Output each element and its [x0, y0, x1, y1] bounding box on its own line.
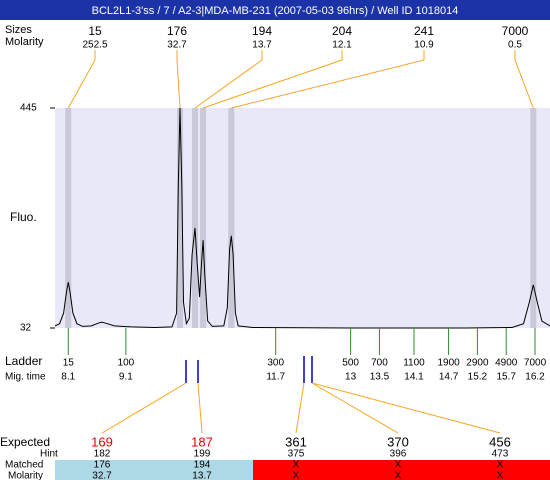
matched: 194: [194, 460, 211, 471]
matched: 176: [94, 460, 111, 471]
peak-band: [192, 108, 199, 328]
matched-molarity: X: [497, 471, 504, 480]
hint: 375: [288, 449, 305, 460]
peak-connector: [67, 50, 96, 109]
expected-size: 370: [387, 434, 409, 449]
ladder-time: 15.7: [496, 372, 516, 383]
peak-connector: [176, 50, 181, 109]
ladder-time: 16.2: [525, 372, 545, 383]
matched-molarity: 13.7: [192, 471, 212, 480]
matched-molarity: X: [395, 471, 402, 480]
ladder-size: 300: [267, 358, 284, 369]
ladder-time: 14.1: [404, 372, 424, 383]
peak-molarity: 13.7: [252, 40, 272, 51]
ladder-time: 8.1: [61, 372, 75, 383]
peak-size: 241: [414, 24, 434, 38]
matched: X: [293, 460, 300, 471]
top-label: Sizes: [5, 24, 32, 36]
plot-area: [55, 108, 550, 328]
ladder-label: Ladder: [5, 354, 42, 368]
peak-connector: [231, 50, 425, 109]
ladder-time: 13.5: [370, 372, 390, 383]
unmatched-band: [253, 460, 550, 480]
peak-molarity: 252.5: [82, 40, 107, 51]
matched-molarity: X: [293, 471, 300, 480]
ladder-time-label: Mig. time: [5, 372, 46, 383]
title-bar: [0, 0, 550, 20]
matched-band: [55, 460, 253, 480]
ladder-size: 7000: [524, 358, 547, 369]
peak-band: [200, 108, 207, 328]
peak-band: [530, 108, 537, 328]
peak-connector: [202, 50, 343, 109]
ladder-size: 100: [118, 358, 135, 369]
ladder-size: 4900: [495, 358, 518, 369]
peak-molarity: 0.5: [508, 40, 522, 51]
y-axis-label: Fluo.: [10, 210, 37, 224]
ladder-time: 15.2: [468, 372, 488, 383]
hint: 473: [492, 449, 509, 460]
y-tick-label: 32: [20, 323, 32, 334]
expected-size: 187: [191, 434, 213, 449]
hint: 396: [390, 449, 407, 460]
peak-molarity: 32.7: [167, 40, 187, 51]
matched-molarity: 32.7: [92, 471, 112, 480]
ladder-time: 9.1: [119, 372, 133, 383]
row-label: Hint: [40, 449, 58, 460]
peak-connector: [194, 50, 263, 109]
peak-size: 194: [252, 24, 272, 38]
peak-size: 15: [88, 24, 102, 38]
peak-band: [177, 108, 184, 328]
peak-molarity: 10.9: [414, 40, 434, 51]
trace: [54, 107, 550, 329]
expected-size: 169: [91, 434, 113, 449]
peak-band: [65, 108, 72, 328]
connector: [311, 382, 399, 434]
ladder-size: 1100: [403, 358, 425, 369]
peak-connector: [514, 50, 534, 109]
row-label: Molarity: [8, 471, 43, 480]
matched: X: [395, 460, 402, 471]
title: BCL2L1-3'ss / 7 / A2-3|MDA-MB-231 (2007-…: [92, 5, 459, 17]
top-label: Molarity: [5, 36, 44, 48]
row-label: Matched: [5, 460, 43, 471]
ladder-time: 14.7: [439, 372, 459, 383]
hint: 182: [94, 449, 111, 460]
ladder-size: 15: [63, 358, 75, 369]
y-tick-label: 445: [20, 103, 37, 114]
expected-markers: [185, 356, 313, 383]
peak-size: 176: [167, 24, 187, 38]
expected-connectors: [101, 382, 501, 434]
row-label: Expected: [0, 435, 50, 449]
expected-size: 361: [285, 434, 307, 449]
ladder-time: 13: [345, 372, 357, 383]
connector: [311, 382, 501, 434]
matched: X: [497, 460, 504, 471]
connector: [101, 382, 187, 434]
hint: 199: [194, 449, 211, 460]
peak-size: 7000: [502, 24, 529, 38]
ladder-size: 1900: [437, 358, 460, 369]
ladder-size: 700: [371, 358, 388, 369]
ladder-size: 2900: [466, 358, 489, 369]
expected-size: 456: [489, 434, 511, 449]
peak-molarity: 12.1: [332, 40, 352, 51]
peak-size: 204: [332, 24, 352, 38]
connector: [295, 382, 305, 434]
connector: [197, 382, 203, 434]
ladder-size: 500: [342, 358, 359, 369]
ladder-time: 11.7: [266, 372, 285, 383]
peak-band: [228, 108, 235, 328]
